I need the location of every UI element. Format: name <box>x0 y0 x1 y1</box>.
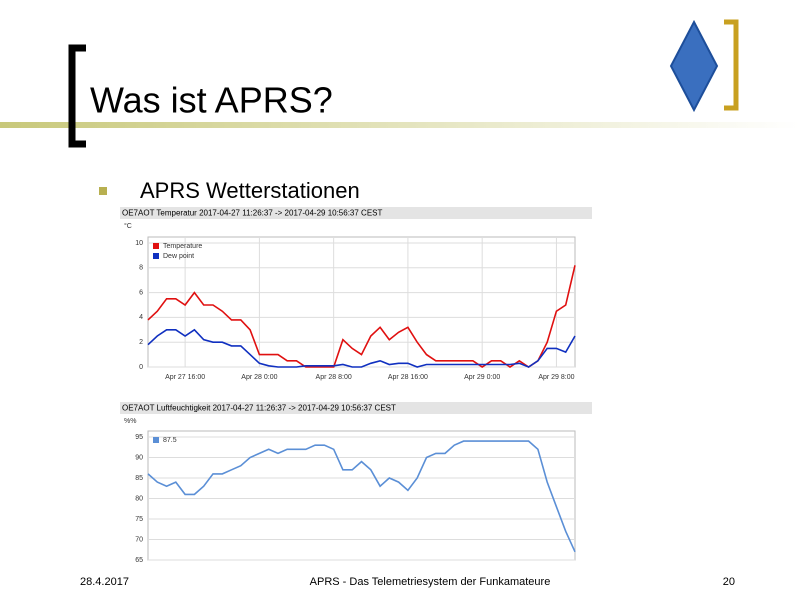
bullet-marker <box>99 187 107 195</box>
y-tick-label: 8 <box>139 265 143 272</box>
y-tick-label: 0 <box>139 364 143 371</box>
legend-label: 87.5 <box>163 437 177 444</box>
y-axis-label: °C <box>124 222 132 230</box>
y-tick-label: 80 <box>135 495 143 502</box>
chart-title: OE7AOT Temperatur 2017-04-27 11:26:37 ->… <box>122 209 383 218</box>
series-line <box>147 440 576 553</box>
x-tick-label: Apr 29 8:00 <box>538 374 574 381</box>
y-tick-label: 4 <box>139 314 143 321</box>
legend-label: Dew point <box>163 253 194 260</box>
y-tick-label: 95 <box>135 434 143 441</box>
series-line <box>147 328 576 368</box>
chart-header <box>120 207 592 219</box>
y-tick-label: 6 <box>139 289 143 296</box>
plot-frame <box>147 236 576 368</box>
footer-date: 28.4.2017 <box>80 576 129 588</box>
y-tick-label: 70 <box>135 536 143 543</box>
x-tick-label: Apr 28 0:00 <box>241 374 277 381</box>
legend-label: Temperature <box>163 243 202 250</box>
y-axis-label: %% <box>124 418 136 425</box>
legend-swatch <box>153 243 159 249</box>
legend-swatch <box>153 253 159 259</box>
footer-page: 20 <box>723 576 735 588</box>
title-band <box>0 122 800 128</box>
logo-bracket <box>724 19 739 111</box>
x-tick-label: Apr 27 16:00 <box>165 374 205 381</box>
y-tick-label: 10 <box>135 240 143 247</box>
x-tick-label: Apr 29 0:00 <box>464 374 500 381</box>
chart-title: OE7AOT Luftfeuchtigkeit 2017-04-27 11:26… <box>122 404 396 413</box>
chart-header <box>120 402 592 414</box>
y-tick-label: 85 <box>135 475 143 482</box>
slide-title: Was ist APRS? <box>90 80 333 121</box>
y-tick-label: 75 <box>135 516 143 523</box>
legend-swatch <box>153 437 159 443</box>
logo <box>669 19 719 113</box>
y-tick-label: 90 <box>135 454 143 461</box>
y-tick-label: 2 <box>139 339 143 346</box>
y-tick-label: 65 <box>135 557 143 564</box>
footer-text: APRS - Das Telemetriesystem der Funkamat… <box>310 576 551 588</box>
x-tick-label: Apr 28 16:00 <box>388 374 428 381</box>
bullet-text: APRS Wetterstationen <box>140 178 360 203</box>
series-line <box>147 265 576 368</box>
x-tick-label: Apr 28 8:00 <box>316 374 352 381</box>
plot-frame <box>147 430 576 561</box>
left-bracket <box>68 44 86 148</box>
